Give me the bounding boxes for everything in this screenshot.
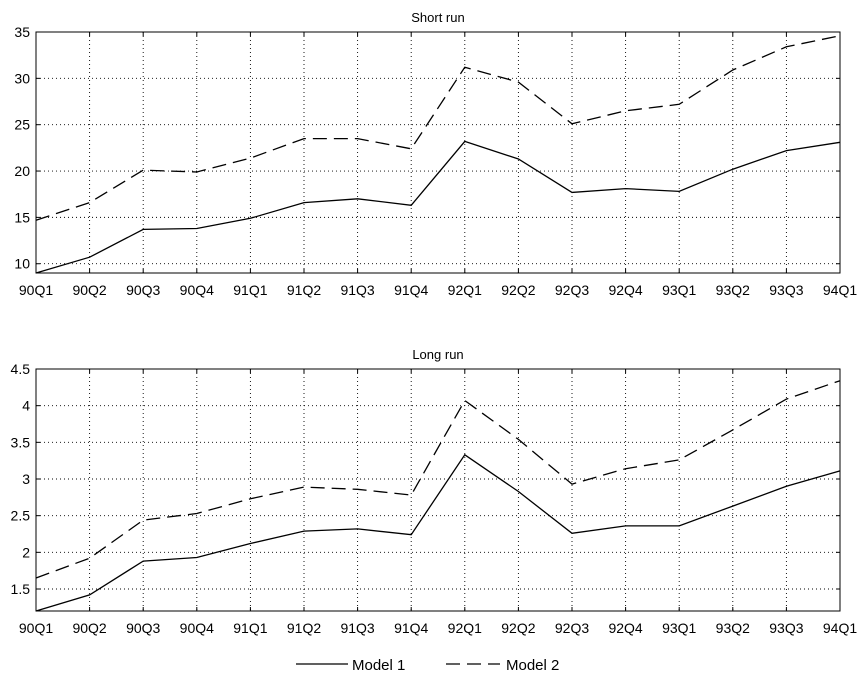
long-run-x-tick-label: 90Q4 [180,620,214,636]
long-run-y-tick-label: 2 [22,544,30,560]
long-run-x-tick-label: 92Q1 [448,620,482,636]
short-run-x-tick-label: 93Q1 [662,282,696,298]
short-run-y-tick-label: 25 [14,117,30,133]
long-run-x-tick-label: 91Q2 [287,620,321,636]
short-run-y-tick-label: 30 [14,70,30,86]
legend-model-1-label: Model 1 [352,657,405,674]
short-run-x-tick-label: 92Q3 [555,282,589,298]
short-run-series-2-line [35,35,841,221]
short-run-x-tick-label: 90Q2 [72,282,106,298]
long-run-x-tick-label: 92Q2 [501,620,535,636]
short-run-y-tick-label: 20 [14,163,30,179]
long-run-title: Long run [412,347,463,362]
long-run-y-tick-label: 4.5 [11,361,31,377]
long-run-x-tick-label: 93Q1 [662,620,696,636]
short-run-y-tick-label: 35 [14,24,30,40]
long-run-x-tick-label: 91Q3 [340,620,374,636]
short-run-x-tick-label: 91Q4 [394,282,428,298]
short-run-x-tick-label: 93Q3 [769,282,803,298]
short-run-x-tick-label: 92Q1 [448,282,482,298]
short-run-x-tick-label: 93Q2 [716,282,750,298]
short-run-x-tick-label: 91Q2 [287,282,321,298]
short-run-series-1-line [35,140,841,274]
long-run-y-tick-label: 3.5 [11,434,31,450]
long-run-y-tick-label: 3 [22,471,30,487]
short-run-x-tick-label: 90Q4 [180,282,214,298]
long-run-x-tick-label: 90Q1 [19,620,53,636]
long-run-x-tick-label: 91Q1 [233,620,267,636]
short-run-x-tick-label: 92Q2 [501,282,535,298]
short-run-title: Short run [411,10,464,25]
short-run-panel: Short run 90Q1 90Q2 90Q3 90Q4 91Q1 91Q2 91Q3 91Q… [14,10,857,298]
legend-model-2-label: Model 2 [506,657,559,674]
long-run-x-tick-label: 90Q3 [126,620,160,636]
short-run-x-tick-label: 94Q1 [823,282,857,298]
long-run-y-tick-label: 4 [22,398,30,414]
long-run-x-tick-label: 91Q4 [394,620,428,636]
long-run-x-tick-label: 94Q1 [823,620,857,636]
long-run-x-tick-label: 93Q3 [769,620,803,636]
long-run-panel: Long run 90Q1 90Q2 90Q3 90Q4 91Q1 91Q2 91Q3 91Q4… [11,347,858,636]
long-run-y-tick-label: 2.5 [11,508,31,524]
long-run-series-2-line [35,380,841,579]
short-run-x-tick-label: 91Q3 [340,282,374,298]
long-run-x-tick-label: 92Q4 [608,620,642,636]
short-run-x-tick-label: 92Q4 [608,282,642,298]
long-run-x-tick-label: 90Q2 [72,620,106,636]
short-run-x-tick-label: 90Q1 [19,282,53,298]
long-run-y-tick-label: 1.5 [11,581,31,597]
short-run-y-tick-label: 15 [14,209,30,225]
long-run-x-tick-label: 93Q2 [716,620,750,636]
short-run-x-tick-label: 90Q3 [126,282,160,298]
short-run-x-tick-label: 91Q1 [233,282,267,298]
long-run-x-tick-label: 92Q3 [555,620,589,636]
legend: Model 1 Model 2 [296,657,559,674]
short-run-y-tick-label: 10 [14,256,30,272]
short-run-plot-frame [35,31,841,274]
long-run-plot-frame [35,368,841,612]
long-run-series-1-line [35,453,841,612]
